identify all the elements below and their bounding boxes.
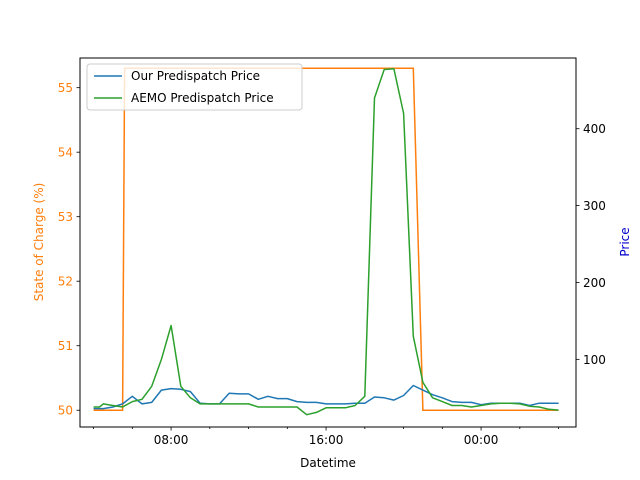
legend: Our Predispatch Price AEMO Predispatch P… xyxy=(86,63,303,111)
legend-label-aemo-price: AEMO Predispatch Price xyxy=(131,91,274,105)
left-y-tick-label: 54 xyxy=(58,146,73,160)
left-y-axis-title: State of Charge (%) xyxy=(32,183,46,302)
series-line-aemo-predispatch-price xyxy=(93,68,559,416)
right-y-axis-title: Price xyxy=(618,227,632,256)
left-y-tick-label: 52 xyxy=(58,275,73,289)
legend-box xyxy=(86,63,303,111)
right-y-tick-label: 100 xyxy=(583,353,606,367)
left-y-tick-label: 51 xyxy=(58,339,73,353)
left-y-tick-label: 50 xyxy=(58,404,73,418)
right-y-tick-label: 400 xyxy=(583,122,606,136)
x-axis-title: Datetime xyxy=(300,456,356,470)
series-line-our-predispatch-price xyxy=(93,384,559,410)
left-y-tick-label: 53 xyxy=(58,210,73,224)
x-tick-label: 16:00 xyxy=(309,433,344,447)
left-y-tick-label: 55 xyxy=(58,81,73,95)
right-y-axis: 100 200 300 400 xyxy=(576,122,606,367)
right-y-tick-label: 200 xyxy=(583,276,606,290)
legend-label-our-price: Our Predispatch Price xyxy=(131,69,260,83)
x-tick-label: 08:00 xyxy=(154,433,189,447)
left-y-axis: 50 51 52 53 54 55 xyxy=(58,81,80,418)
plot-frame xyxy=(79,57,577,428)
x-axis: 08:00 16:00 00:00 xyxy=(93,427,559,447)
x-tick-label: 00:00 xyxy=(464,433,499,447)
right-y-tick-label: 300 xyxy=(583,199,606,213)
